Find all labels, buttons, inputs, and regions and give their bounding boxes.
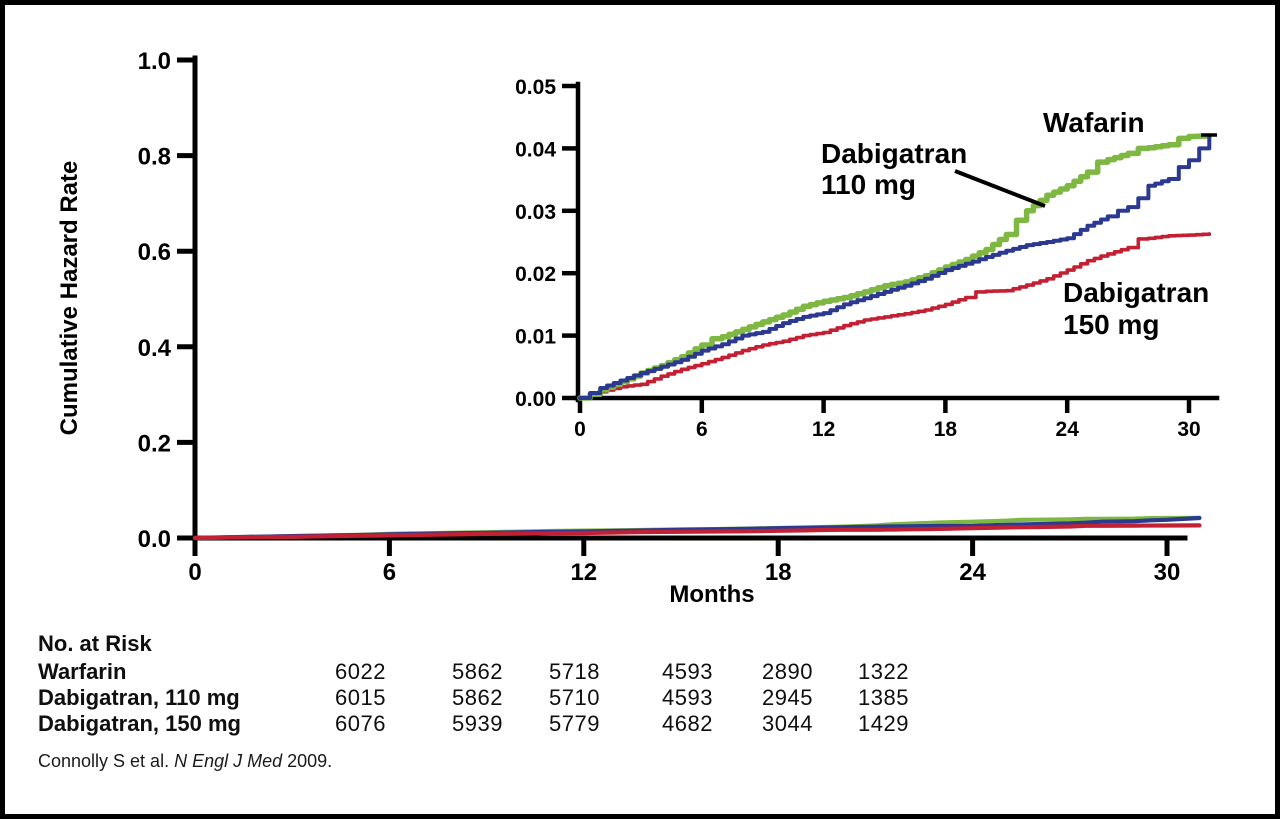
risk-table-row: Dabigatran, 150 mg 6076 5939 5779 4682 3044 14…	[5, 711, 1275, 737]
risk-value: 5862	[452, 685, 503, 710]
x-axis-label: Months	[669, 581, 754, 608]
dabigatran110-curve-label-line1: Dabigatran	[821, 138, 967, 169]
main-x-tick-label: 30	[1154, 559, 1181, 586]
risk-value: 6015	[335, 685, 386, 710]
risk-value: 4682	[662, 711, 713, 736]
inset-x-tick-label: 24	[1056, 418, 1080, 441]
inset-curve-dabigatran150	[578, 232, 1212, 400]
inset-y-tick-label: 0.04	[515, 138, 556, 161]
main-y-tick-label: 0.2	[138, 430, 171, 457]
inset-x-tick-label: 0	[574, 418, 586, 441]
inset-y-tick-label: 0.00	[515, 388, 556, 411]
risk-value: 5718	[549, 659, 600, 684]
risk-value: 4593	[662, 659, 713, 684]
citation-journal: N Engl J Med	[174, 751, 283, 771]
risk-value: 2945	[762, 685, 813, 710]
risk-row-label: Dabigatran, 110 mg	[38, 685, 240, 710]
main-curve-dabigatran150	[192, 523, 1202, 541]
risk-value: 1385	[858, 685, 909, 710]
risk-value: 5939	[452, 711, 503, 736]
inset-x-tick-label: 30	[1177, 418, 1200, 441]
inset-curve-dabigatran110	[578, 135, 1212, 400]
risk-value: 4593	[662, 685, 713, 710]
risk-value: 3044	[762, 711, 813, 736]
main-y-ticks: 0.0 0.2 0.4 0.6 0.8 1.0	[138, 48, 195, 553]
risk-row-label: Warfarin	[38, 659, 127, 684]
dabigatran150-curve-label-line2: 150 mg	[1063, 309, 1160, 340]
risk-value: 6076	[335, 711, 386, 736]
risk-value: 6022	[335, 659, 386, 684]
main-x-tick-label: 0	[188, 559, 201, 586]
risk-table-title: No. at Risk	[38, 631, 152, 656]
risk-value: 5862	[452, 659, 503, 684]
inset-y-tick-label: 0.02	[515, 263, 556, 286]
inset-x-tick-label: 6	[696, 418, 708, 441]
main-x-tick-label: 12	[570, 559, 597, 586]
inset-y-tick-label: 0.01	[515, 326, 556, 349]
risk-value: 1429	[858, 711, 909, 736]
citation-prefix: Connolly S et al.	[38, 751, 175, 771]
risk-table-row: Dabigatran, 110 mg 6015 5862 5710 4593 2945 13…	[5, 685, 1275, 711]
inset-x-tick-label: 12	[812, 418, 835, 441]
main-y-tick-label: 0.8	[138, 144, 171, 171]
citation: Connolly S et al. N Engl J Med 2009.	[38, 751, 332, 772]
callout-line	[954, 169, 1046, 208]
main-y-tick-label: 1.0	[138, 48, 171, 75]
main-x-tick-label: 18	[765, 559, 792, 586]
inset-y-tick-label: 0.05	[515, 76, 556, 99]
main-plot: 0.0 0.2 0.4 0.6 0.8 1.0 0 6 12 18 24 30 Cumulative…	[56, 48, 1202, 608]
risk-value: 5710	[549, 685, 600, 710]
risk-row-label: Dabigatran, 150 mg	[38, 711, 241, 736]
warfarin-curve-label: Wafarin	[1043, 107, 1145, 138]
main-y-tick-label: 0.6	[138, 239, 171, 266]
main-x-ticks: 0 6 12 18 24 30	[188, 538, 1180, 586]
inset-plot: 0.00 0.01 0.02 0.03 0.04 0.05 0 6 12 18 24 30 Wafa…	[515, 76, 1220, 441]
hazard-rate-chart: 0.0 0.2 0.4 0.6 0.8 1.0 0 6 12 18 24 30 Cumulative…	[56, 48, 1220, 608]
main-y-tick-label: 0.0	[138, 526, 171, 553]
main-x-tick-label: 6	[383, 559, 396, 586]
main-y-tick-label: 0.4	[138, 335, 172, 362]
dabigatran150-curve-label-line1: Dabigatran	[1063, 277, 1209, 308]
inset-y-tick-label: 0.03	[515, 201, 556, 224]
risk-table-row: Warfarin 6022 5862 5718 4593 2890 1322	[5, 659, 1275, 685]
citation-suffix: 2009.	[282, 751, 333, 771]
inset-x-tick-label: 18	[934, 418, 958, 441]
inset-curves	[577, 133, 1213, 401]
risk-value: 2890	[762, 659, 813, 684]
main-y-axis-label: Cumulative Hazard Rate	[56, 161, 83, 436]
main-curves	[192, 515, 1202, 541]
inset-y-ticks: 0.00 0.01 0.02 0.03 0.04 0.05	[515, 76, 578, 411]
dabigatran110-curve-label-line2: 110 mg	[821, 169, 916, 200]
risk-value: 5779	[549, 711, 600, 736]
inset-x-ticks: 0 6 12 18 24 30	[574, 398, 1201, 441]
risk-value: 1322	[858, 659, 909, 684]
main-x-tick-label: 24	[959, 559, 986, 586]
